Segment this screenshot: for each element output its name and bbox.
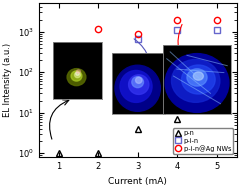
p-n [136, 128, 139, 130]
p-n [215, 101, 218, 104]
p-n [97, 152, 100, 154]
p-i-n@Ag NWs [176, 19, 179, 21]
p-i-n@Ag NWs [215, 19, 218, 21]
p-i-n@Ag NWs [136, 33, 139, 35]
p-i-n [215, 29, 218, 31]
Line: p-i-n@Ag NWs: p-i-n@Ag NWs [56, 16, 220, 49]
p-i-n [57, 57, 60, 60]
p-i-n [136, 38, 139, 40]
p-i-n@Ag NWs [97, 27, 100, 30]
Y-axis label: EL Intensity (a.u.): EL Intensity (a.u.) [3, 43, 12, 117]
p-n [57, 152, 60, 154]
Line: p-n: p-n [56, 99, 220, 156]
p-i-n [176, 29, 179, 31]
p-i-n@Ag NWs [57, 45, 60, 47]
Legend: p-n, p-i-n, p-i-n@Ag NWs: p-n, p-i-n, p-i-n@Ag NWs [173, 128, 233, 154]
Line: p-i-n: p-i-n [56, 27, 220, 61]
X-axis label: Current (mA): Current (mA) [108, 177, 167, 186]
p-n [176, 118, 179, 120]
p-i-n [97, 49, 100, 51]
